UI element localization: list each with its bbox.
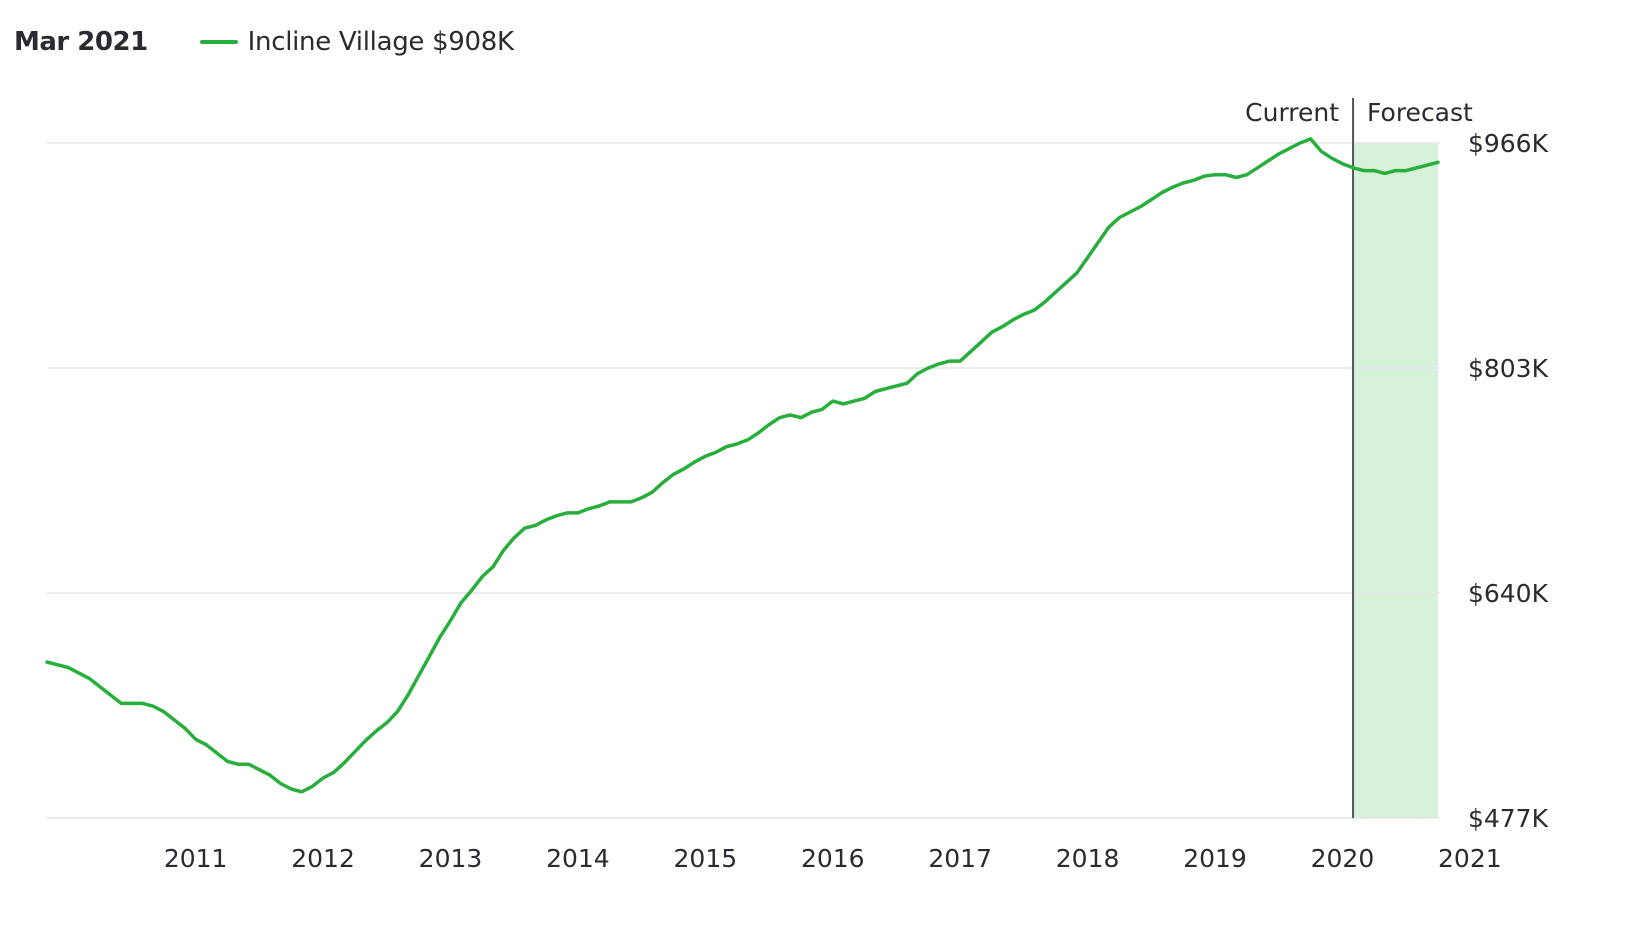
x-axis-ticks: 2011 2012 2013 2014 2015 2016 2017 2018 2019 2020… (164, 844, 1502, 873)
x-tick-label: 2016 (801, 844, 865, 873)
x-tick-label: 2014 (546, 844, 610, 873)
chart-header: Mar 2021 Incline Village $908K (14, 22, 514, 62)
y-axis-ticks: $477K $640K $803K $966K (1468, 129, 1549, 833)
y-tick-label: $640K (1468, 579, 1549, 608)
series-line-incline-village[interactable] (45, 137, 1440, 794)
x-tick-label: 2018 (1056, 844, 1120, 873)
forecast-label: Forecast (1367, 98, 1473, 127)
x-tick-label: 2012 (291, 844, 355, 873)
y-tick-label: $966K (1468, 129, 1549, 158)
legend-line-swatch (199, 40, 238, 44)
x-tick-label: 2013 (419, 844, 483, 873)
y-tick-label: $803K (1468, 354, 1549, 383)
x-tick-label: 2020 (1311, 844, 1375, 873)
x-tick-label: 2011 (164, 844, 228, 873)
x-tick-label: 2019 (1183, 844, 1247, 873)
x-tick-label: 2015 (674, 844, 738, 873)
y-tick-label: $477K (1468, 804, 1549, 833)
forecast-region (1353, 143, 1438, 818)
x-tick-label: 2017 (928, 844, 992, 873)
legend-label: Incline Village $908K (247, 27, 514, 57)
legend: Incline Village $908K (199, 27, 514, 57)
hover-date-label: Mar 2021 (14, 27, 148, 57)
current-label: Current (1245, 98, 1339, 127)
grid-lines (47, 142, 1440, 819)
x-tick-label: 2021 (1438, 844, 1502, 873)
